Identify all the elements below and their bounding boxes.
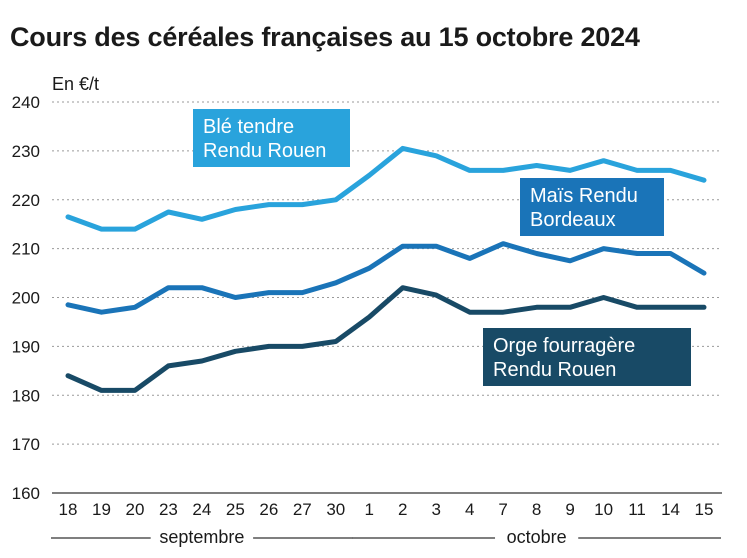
x-tick-label: 14 xyxy=(661,500,680,519)
y-tick-label: 170 xyxy=(12,435,40,454)
series-label-box xyxy=(483,328,691,386)
x-tick-label: 15 xyxy=(695,500,714,519)
x-tick-label: 19 xyxy=(92,500,111,519)
series-line-orge-fourragere-rendu-rouen xyxy=(65,285,707,393)
y-axis-ticks: 160 170 180 190 200 210 220 230 240 xyxy=(12,93,40,503)
y-tick-label: 160 xyxy=(12,484,40,503)
x-tick-label: 23 xyxy=(159,500,178,519)
month-groups: septembre octobre xyxy=(51,527,721,547)
series-label-text: Orge fourragère xyxy=(493,335,635,357)
month-label: septembre xyxy=(159,527,244,547)
y-tick-label: 210 xyxy=(12,240,40,259)
x-tick-label: 30 xyxy=(326,500,345,519)
y-tick-label: 220 xyxy=(12,191,40,210)
chart-title: Cours des céréales françaises au 15 octo… xyxy=(10,22,640,52)
x-tick-label: 26 xyxy=(259,500,278,519)
x-tick-label: 20 xyxy=(125,500,144,519)
y-tick-label: 230 xyxy=(12,142,40,161)
y-tick-label: 240 xyxy=(12,93,40,112)
x-tick-label: 7 xyxy=(498,500,507,519)
gridlines xyxy=(52,101,722,494)
series-line-mais-rendu-bordeaux xyxy=(65,241,707,315)
x-tick-label: 1 xyxy=(365,500,374,519)
x-axis-ticks: 18 19 20 23 24 25 26 27 30 1 2 3 4 7 8 9 10 11 14 15 xyxy=(59,500,714,519)
y-tick-label: 200 xyxy=(12,289,40,308)
series-label-text: Rendu Rouen xyxy=(203,140,326,162)
x-tick-label: 2 xyxy=(398,500,407,519)
x-tick-label: 4 xyxy=(465,500,474,519)
x-tick-label: 18 xyxy=(59,500,78,519)
x-tick-label: 25 xyxy=(226,500,245,519)
x-tick-label: 3 xyxy=(431,500,440,519)
y-axis-unit-label: En €/t xyxy=(52,74,99,94)
x-tick-label: 11 xyxy=(628,500,646,519)
x-tick-label: 9 xyxy=(565,500,574,519)
series-lines xyxy=(65,145,707,393)
series-label-box xyxy=(520,178,664,236)
month-label: octobre xyxy=(507,527,567,547)
x-tick-label: 24 xyxy=(192,500,211,519)
series-label-text: Maïs Rendu xyxy=(530,185,638,207)
series-line-ble-tendre-rendu-rouen xyxy=(65,145,707,232)
series-label-text: Bordeaux xyxy=(530,209,616,231)
series-label-text: Blé tendre xyxy=(203,116,294,138)
x-tick-label: 27 xyxy=(293,500,312,519)
series-label-text: Rendu Rouen xyxy=(493,359,616,381)
y-tick-label: 190 xyxy=(12,337,40,356)
x-tick-label: 8 xyxy=(532,500,541,519)
series-label-box xyxy=(193,109,350,167)
x-tick-label: 10 xyxy=(594,500,613,519)
y-tick-label: 180 xyxy=(12,386,40,405)
